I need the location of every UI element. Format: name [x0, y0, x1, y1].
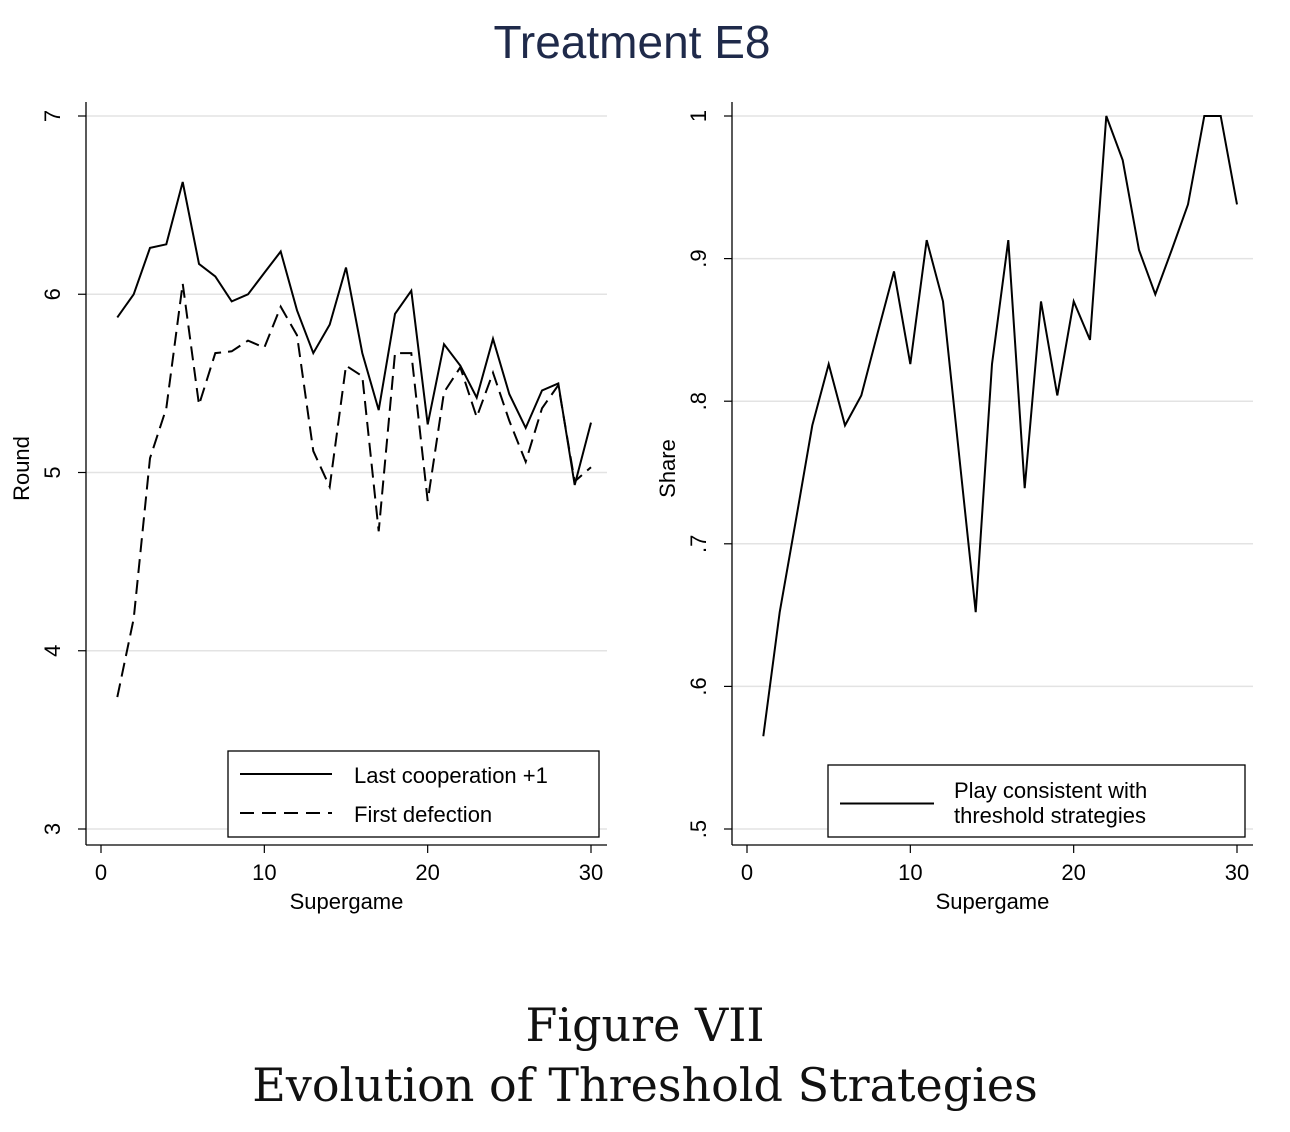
- x-tick-label: 30: [579, 860, 603, 885]
- legend-label: threshold strategies: [954, 803, 1146, 828]
- y-tick-label: .9: [686, 249, 711, 267]
- y-tick-label: .6: [686, 677, 711, 695]
- y-tick-label: 5: [40, 466, 65, 478]
- y-tick-label: .8: [686, 392, 711, 410]
- series-line-threshold-share: [762, 115, 1238, 737]
- left-panel-round-chart: 3 4 5 6 7 0 10 20 30 Supergame Round Last cooperati…: [9, 102, 607, 914]
- y-tick-label: 1: [686, 110, 711, 122]
- x-tick-label: 0: [95, 860, 107, 885]
- figure-caption-title: Evolution of Threshold Strategies: [252, 1058, 1038, 1112]
- legend-box: [227, 750, 600, 838]
- x-tick-label: 20: [415, 860, 439, 885]
- x-axis-label: Supergame: [936, 889, 1050, 914]
- series-line-last-cooperation: [116, 181, 592, 486]
- figure-title: Treatment E8: [494, 16, 771, 68]
- y-tick-label: 6: [40, 288, 65, 300]
- y-tick-label: .5: [686, 820, 711, 838]
- legend-box: [827, 764, 1246, 838]
- x-tick-label: 10: [898, 860, 922, 885]
- x-tick-label: 30: [1225, 860, 1249, 885]
- y-axis-label: Share: [655, 439, 680, 498]
- x-tick-label: 0: [741, 860, 753, 885]
- legend-label: Play consistent with: [954, 778, 1147, 803]
- y-axis-label: Round: [9, 436, 34, 501]
- series-line-first-defection: [116, 283, 592, 698]
- legend-label: Last cooperation +1: [354, 763, 548, 788]
- y-tick-label: 7: [40, 110, 65, 122]
- figure-caption-number: Figure VII: [525, 998, 765, 1052]
- y-tick-label: .7: [686, 535, 711, 553]
- x-tick-label: 10: [252, 860, 276, 885]
- x-axis-label: Supergame: [290, 889, 404, 914]
- y-tick-label: 4: [40, 645, 65, 657]
- x-tick-label: 20: [1061, 860, 1085, 885]
- y-tick-label: 3: [40, 823, 65, 835]
- legend-label: First defection: [354, 802, 492, 827]
- legend: Last cooperation +1 First defection: [227, 750, 600, 838]
